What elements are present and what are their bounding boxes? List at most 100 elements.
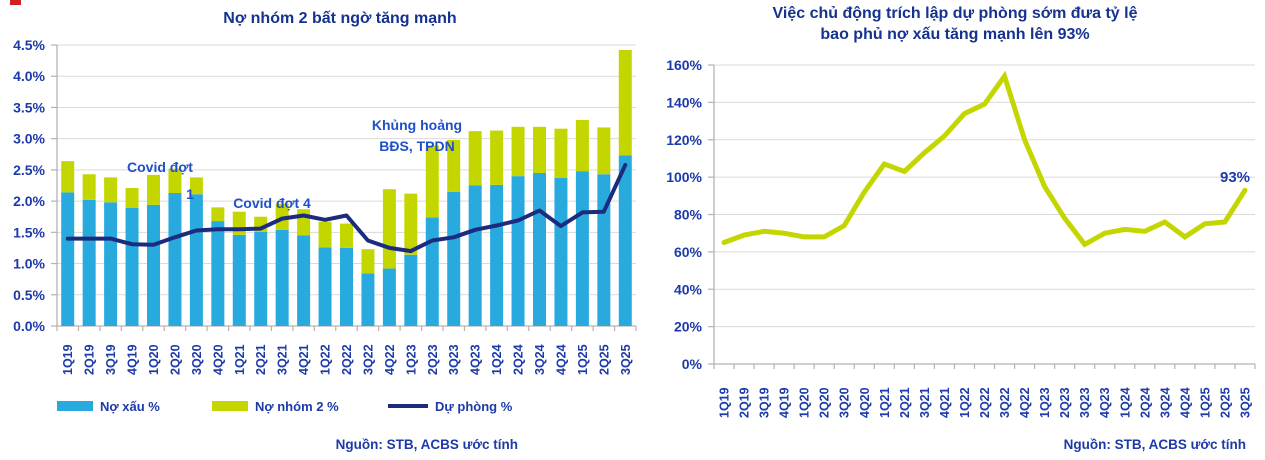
bar-left-s0-3Q25 xyxy=(618,155,632,326)
left-xtick-label: 1Q23 xyxy=(404,344,418,375)
right-xtick-label: 1Q21 xyxy=(878,387,892,418)
left-xtick-label: 4Q19 xyxy=(126,344,140,375)
bar-left-s1-1Q21 xyxy=(232,211,246,235)
right-xtick-label: 4Q23 xyxy=(1098,387,1112,418)
bar-left-s0-3Q20 xyxy=(189,194,203,326)
bar-left-s1-4Q23 xyxy=(468,131,482,186)
bar-left-s0-1Q21 xyxy=(232,234,246,326)
right-xtick-label: 2Q24 xyxy=(1138,387,1152,418)
left-xtick-label: 4Q20 xyxy=(211,344,225,375)
right-xtick-label: 1Q19 xyxy=(718,387,732,418)
bar-left-s0-4Q24 xyxy=(554,178,568,326)
bar-left-s1-2Q20 xyxy=(168,168,182,193)
legend-item-no-xau: Nợ xấu % xyxy=(57,398,160,414)
left-chart-source: Nguồn: STB, ACBS ước tính xyxy=(335,437,518,452)
right-xtick-label: 1Q24 xyxy=(1118,387,1132,418)
left-ytick-label: 1.0% xyxy=(13,256,45,272)
left-annotation: Covid đợt 4 xyxy=(233,195,311,211)
left-ytick-label: 4.5% xyxy=(13,37,45,53)
right-ytick-label: 100% xyxy=(666,169,702,185)
left-xtick-label: 3Q19 xyxy=(104,344,118,375)
left-chart-title: Nợ nhóm 2 bất ngờ tăng mạnh xyxy=(223,10,457,27)
left-xtick-label: 3Q23 xyxy=(447,344,461,375)
left-xtick-label: 2Q25 xyxy=(597,344,611,375)
right-chart-title-line2: bao phủ nợ xấu tăng mạnh lên 93% xyxy=(820,26,1090,43)
left-xtick-label: 3Q24 xyxy=(533,344,547,375)
right-ytick-label: 80% xyxy=(674,207,703,223)
bar-left-s0-2Q19 xyxy=(82,199,96,326)
bar-left-s0-2Q24 xyxy=(511,176,525,326)
right-chart-title-line1: Việc chủ động trích lập dự phòng sớm đưa… xyxy=(772,5,1138,22)
right-xtick-label: 3Q24 xyxy=(1158,387,1172,418)
right-xtick-label: 3Q22 xyxy=(998,387,1012,418)
bar-left-s1-3Q25 xyxy=(618,49,632,156)
right-ytick-label: 60% xyxy=(674,244,703,260)
left-xtick-label: 2Q20 xyxy=(168,344,182,375)
legend-swatch-du-phong xyxy=(388,404,428,408)
bar-left-s1-1Q20 xyxy=(147,174,160,205)
left-xtick-label: 1Q19 xyxy=(61,344,75,375)
legend-item-du-phong: Dự phòng % xyxy=(388,398,512,414)
bar-left-s0-4Q21 xyxy=(297,235,311,326)
legend-label-no-xau: Nợ xấu % xyxy=(100,398,160,414)
right-ytick-label: 160% xyxy=(666,57,702,73)
left-xtick-label: 4Q24 xyxy=(554,344,568,375)
bar-left-s0-4Q19 xyxy=(125,207,139,326)
bar-left-s0-4Q23 xyxy=(468,185,482,326)
right-xtick-label: 1Q25 xyxy=(1198,387,1212,418)
left-annotation: BĐS, TPDN xyxy=(379,138,454,154)
left-xtick-label: 4Q21 xyxy=(297,344,311,375)
bar-left-s1-4Q22 xyxy=(382,189,396,269)
right-xtick-label: 3Q19 xyxy=(758,387,772,418)
bar-left-s1-2Q25 xyxy=(597,127,611,175)
bar-left-s1-3Q20 xyxy=(189,177,203,195)
bar-left-s1-3Q23 xyxy=(447,139,461,192)
bar-left-s1-3Q22 xyxy=(361,249,375,274)
left-xtick-label: 2Q23 xyxy=(426,344,440,375)
bar-left-s0-1Q25 xyxy=(575,171,589,326)
bar-left-s1-2Q23 xyxy=(425,145,439,218)
left-ytick-label: 0.0% xyxy=(13,318,45,334)
right-xtick-label: 2Q20 xyxy=(818,387,832,418)
bar-left-s1-4Q20 xyxy=(211,207,225,222)
left-xtick-label: 2Q22 xyxy=(340,344,354,375)
legend-item-no-nhom2: Nợ nhóm 2 % xyxy=(212,398,339,414)
left-xtick-label: 3Q21 xyxy=(276,344,290,375)
bar-left-s1-2Q19 xyxy=(82,174,96,200)
bar-left-s0-3Q24 xyxy=(533,173,546,326)
left-ytick-label: 3.0% xyxy=(13,131,45,147)
right-xtick-label: 2Q21 xyxy=(898,387,912,418)
right-xtick-label: 3Q23 xyxy=(1078,387,1092,418)
legend-swatch-no-xau xyxy=(57,401,93,411)
left-xtick-label: 2Q21 xyxy=(254,344,268,375)
right-xtick-label: 4Q21 xyxy=(938,387,952,418)
right-xtick-label: 4Q24 xyxy=(1178,387,1192,418)
left-annotation: 1 xyxy=(186,186,194,202)
bar-left-s1-4Q19 xyxy=(125,187,139,208)
bar-left-s1-2Q24 xyxy=(511,126,525,177)
bar-left-s1-1Q25 xyxy=(575,119,589,172)
right-xtick-label: 4Q22 xyxy=(1018,387,1032,418)
right-ytick-label: 140% xyxy=(666,94,702,110)
left-xtick-label: 4Q23 xyxy=(469,344,483,375)
bar-left-s1-1Q24 xyxy=(490,130,504,185)
bar-left-s1-1Q22 xyxy=(318,221,332,248)
bar-left-s1-3Q24 xyxy=(533,126,546,174)
bar-left-s0-3Q19 xyxy=(104,202,118,326)
corner-red-mark xyxy=(10,0,21,5)
right-xtick-label: 1Q23 xyxy=(1038,387,1052,418)
left-xtick-label: 1Q20 xyxy=(147,344,161,375)
left-xtick-label: 1Q21 xyxy=(233,344,247,375)
left-xtick-label: 1Q24 xyxy=(490,344,504,375)
left-xtick-label: 3Q22 xyxy=(361,344,375,375)
legend-swatch-no-nhom2 xyxy=(212,401,248,411)
bar-left-s0-2Q20 xyxy=(168,192,182,326)
bar-left-s0-3Q21 xyxy=(275,229,289,326)
bar-left-s0-3Q23 xyxy=(447,191,461,326)
right-xtick-label: 4Q20 xyxy=(858,387,872,418)
bar-left-s1-1Q19 xyxy=(61,161,75,193)
right-ytick-label: 120% xyxy=(666,132,702,148)
bar-left-s1-3Q19 xyxy=(104,177,118,203)
bar-left-s1-4Q24 xyxy=(554,128,568,179)
